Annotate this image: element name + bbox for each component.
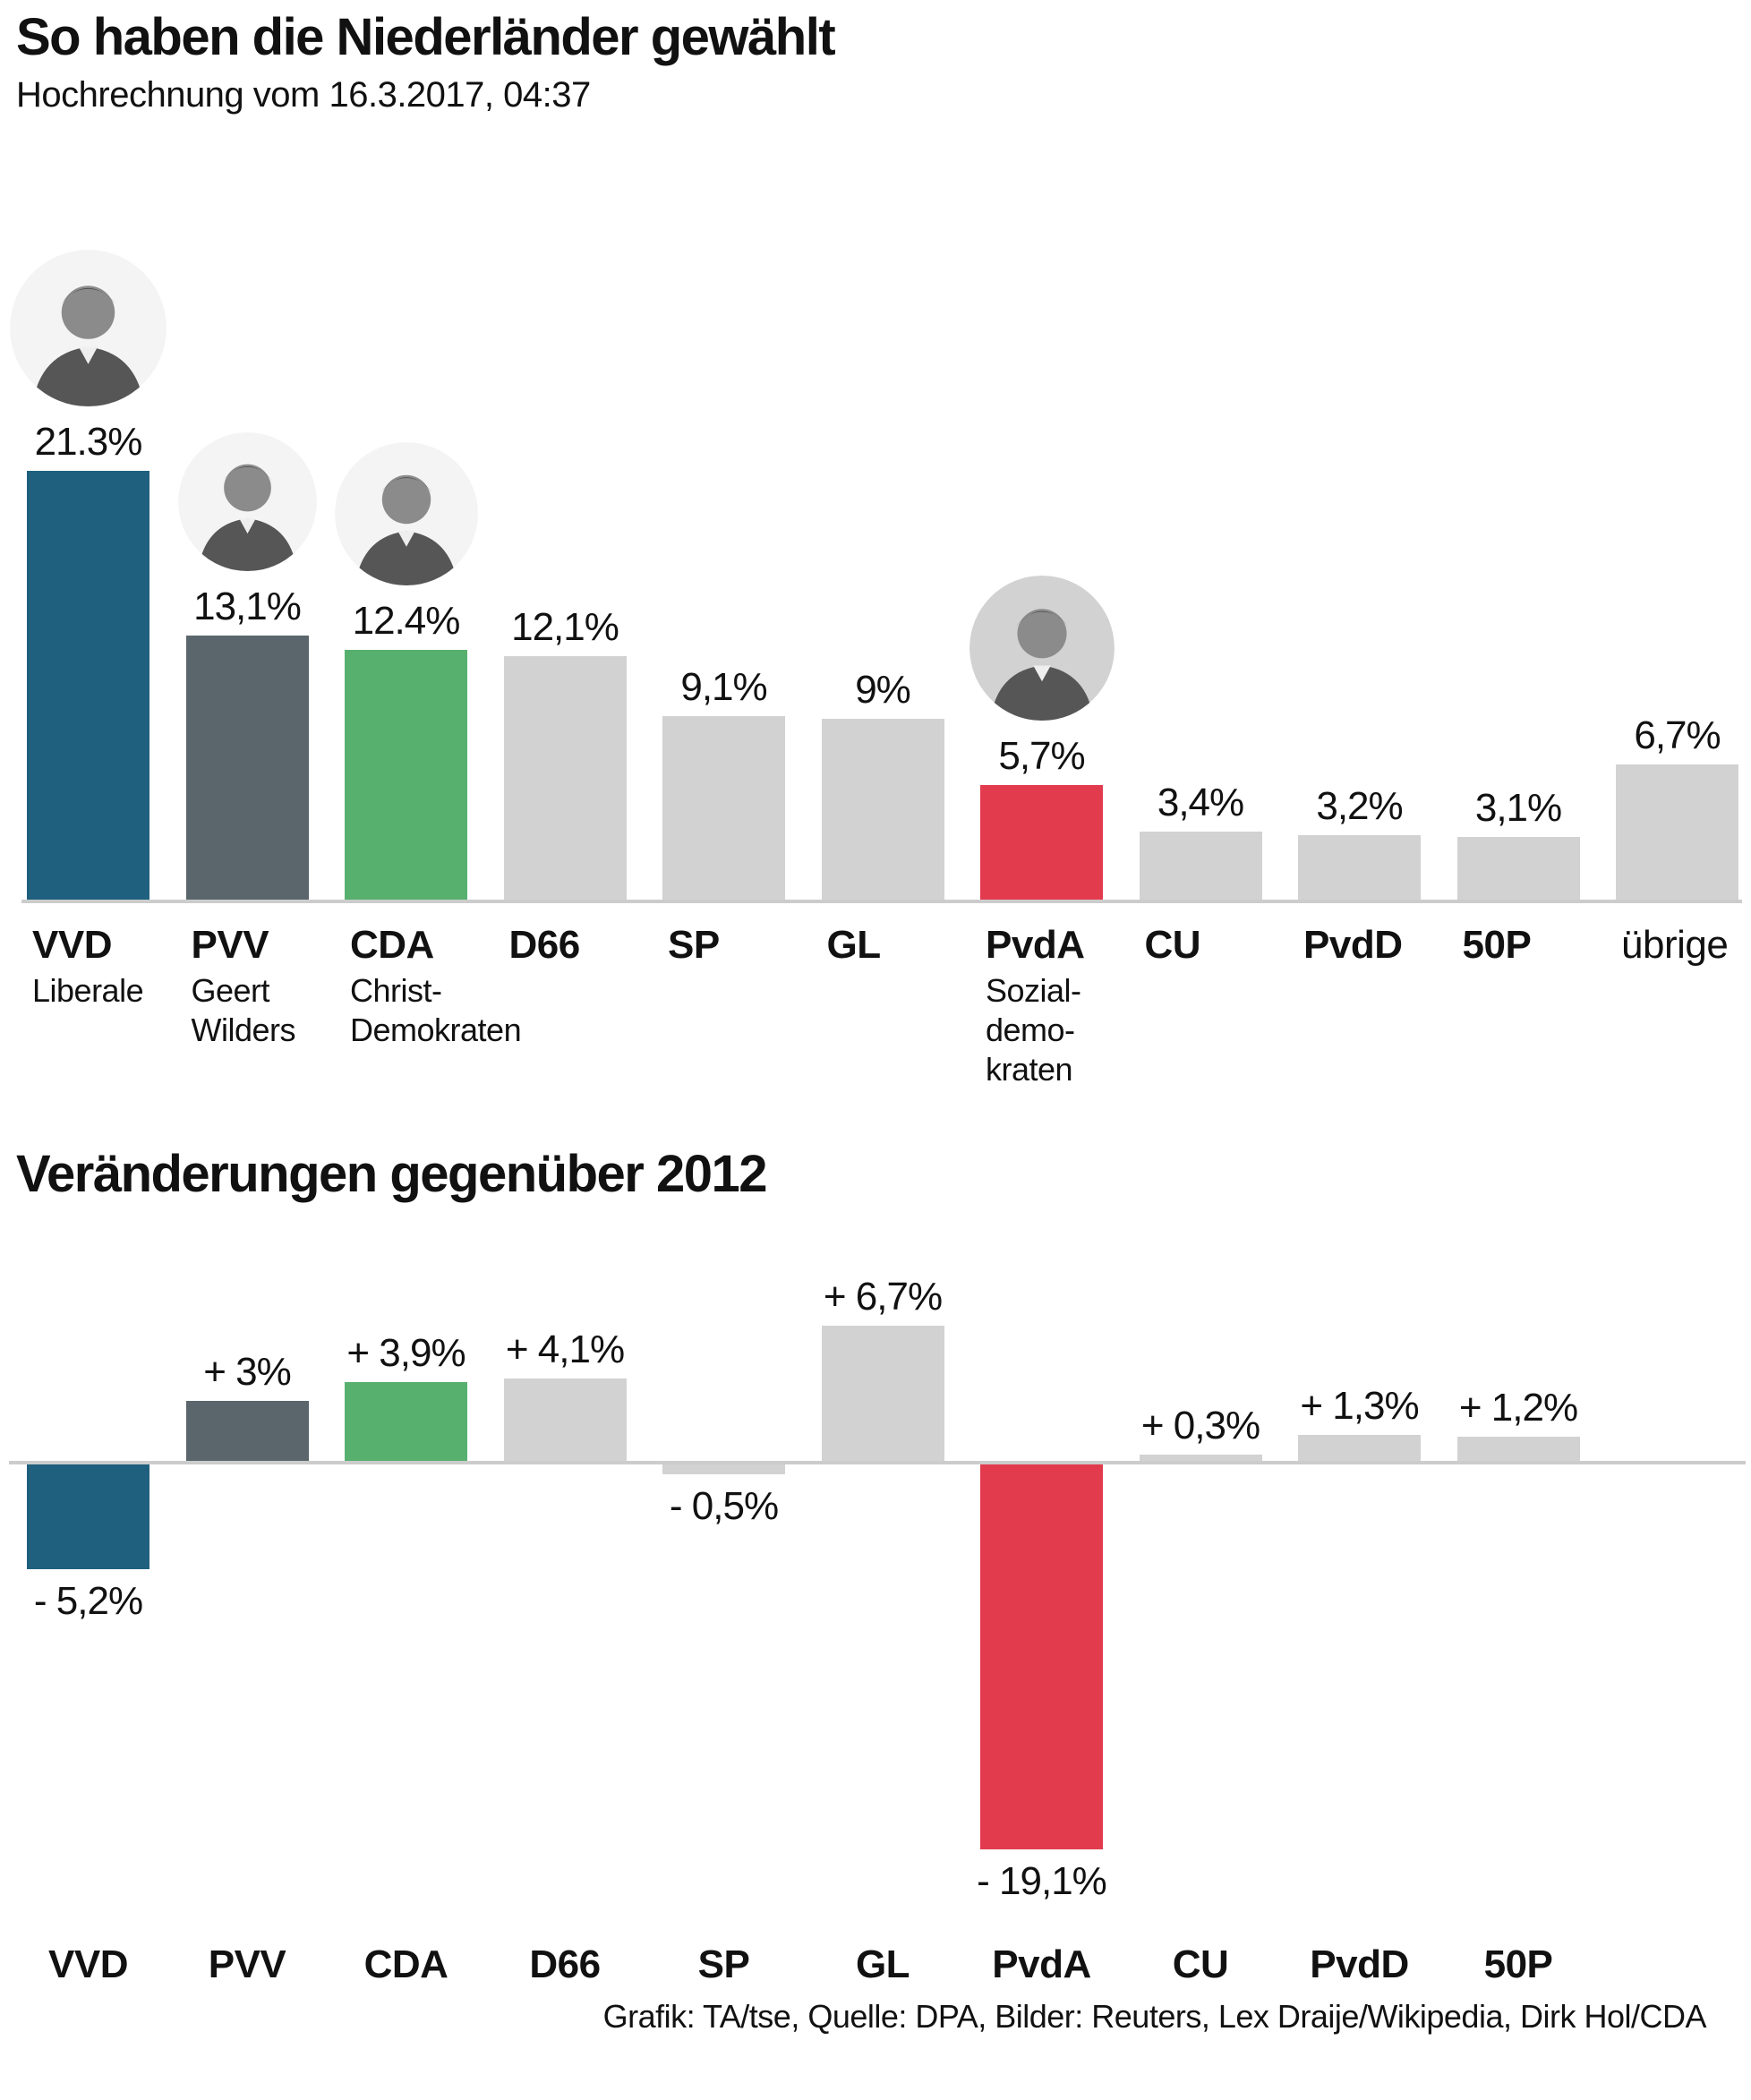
party-label-PvdD: PvdD — [1303, 923, 1403, 967]
x-axis-label-VVD: VVD — [48, 1942, 128, 1986]
x-axis-label-50P: 50P — [1483, 1942, 1553, 1986]
value-label-GL: 9% — [855, 667, 911, 712]
change-bar-CDA — [345, 1382, 467, 1461]
bar-VVD — [27, 470, 149, 900]
bar-CDA — [345, 650, 467, 900]
value-label-PVV: 13,1% — [193, 585, 302, 629]
party-label-GL: GL — [826, 923, 882, 967]
party-label-PvdA: PvdA — [986, 923, 1085, 967]
value-label-SP: 9,1% — [680, 665, 767, 710]
party-label-D66: D66 — [508, 923, 581, 967]
change-bar-D66 — [503, 1378, 627, 1461]
change-bar-VVD — [27, 1464, 149, 1569]
portrait-photo-VVD — [10, 249, 167, 406]
value-label-VVD: 21.3% — [34, 419, 143, 464]
party-sublabel-PvdA: demo- — [986, 1012, 1075, 1048]
credit-line: Grafik: TA/tse, Quelle: DPA, Bilder: Reu… — [602, 1998, 1707, 2035]
change-bar-SP — [662, 1464, 785, 1475]
page-title: So haben die Niederländer gewählt — [16, 8, 836, 66]
changes-bar-chart: - 5,2% VVD + 3% PVV + 3,9% CDA + 4,1% D66 - 0,5%… — [0, 1275, 1751, 2005]
value-label-übrige: 6,7% — [1634, 713, 1721, 758]
portrait-photo-PvdA — [969, 575, 1115, 721]
change-value-label-PVV: + 3% — [203, 1349, 292, 1394]
bar-CU — [1139, 831, 1262, 900]
change-value-label-SP: - 0,5% — [669, 1484, 779, 1529]
change-value-label-PvdD: + 1,3% — [1300, 1383, 1419, 1428]
x-axis-baseline — [21, 900, 1742, 903]
x-axis-label-GL: GL — [855, 1942, 910, 1986]
x-axis-label-PvdA: PvdA — [992, 1942, 1091, 1986]
change-bar-PVV — [185, 1400, 309, 1461]
change-value-label-GL: + 6,7% — [823, 1275, 943, 1319]
value-label-PvdD: 3,2% — [1316, 784, 1403, 828]
party-label-SP: SP — [668, 923, 720, 967]
change-bar-50P — [1456, 1437, 1580, 1461]
bar-D66 — [503, 655, 627, 900]
change-value-label-VVD: - 5,2% — [33, 1579, 143, 1623]
party-label-übrige: übrige — [1621, 923, 1729, 967]
value-label-D66: 12,1% — [511, 604, 619, 649]
x-axis-label-PVV: PVV — [208, 1942, 286, 1986]
party-sublabel-CDA: Demokraten — [350, 1012, 522, 1048]
x-axis-label-PvdD: PvdD — [1310, 1942, 1409, 1986]
change-value-label-CU: + 0,3% — [1140, 1404, 1260, 1448]
x-axis-label-CU: CU — [1172, 1942, 1229, 1986]
bar-GL — [821, 718, 944, 900]
party-label-CU: CU — [1144, 923, 1201, 967]
party-sublabel-PvdA: Sozial- — [986, 972, 1081, 1009]
page-subtitle: Hochrechnung vom 16.3.2017, 04:37 — [16, 75, 591, 115]
zero-axis-baseline — [9, 1461, 1746, 1464]
section-title: Veränderungen gegenüber 2012 — [16, 1145, 767, 1203]
results-bar-chart: 21.3% VVD Liberale 13,1% PVV Geert Wilders 12.4… — [0, 152, 1751, 1146]
portrait-photo-PVV — [177, 432, 317, 572]
party-sublabel-PVV: Geert — [191, 972, 270, 1009]
value-label-CDA: 12.4% — [352, 599, 461, 643]
party-sublabel-PvdA: kraten — [986, 1051, 1073, 1088]
portrait-photo-CDA — [334, 442, 478, 585]
party-sublabel-VVD: Liberale — [32, 972, 144, 1009]
bar-PVV — [185, 636, 309, 900]
change-value-label-CDA: + 3,9% — [346, 1331, 466, 1376]
value-label-PvdA: 5,7% — [998, 733, 1085, 778]
change-value-label-PvdA: - 19,1% — [977, 1858, 1107, 1903]
change-bar-PvdA — [980, 1464, 1103, 1849]
change-bar-PvdD — [1298, 1434, 1421, 1461]
change-bar-GL — [821, 1326, 944, 1461]
bar-50P — [1456, 837, 1580, 900]
bar-PvdD — [1298, 835, 1421, 900]
party-sublabel-CDA: Christ- — [350, 972, 442, 1009]
bar-PvdA — [980, 784, 1103, 900]
x-axis-label-SP: SP — [697, 1942, 750, 1986]
change-value-label-D66: + 4,1% — [505, 1327, 625, 1371]
bar-SP — [662, 716, 785, 900]
change-bar-CU — [1139, 1455, 1262, 1461]
party-label-VVD: VVD — [32, 923, 112, 967]
x-axis-label-CDA: CDA — [363, 1942, 448, 1986]
value-label-50P: 3,1% — [1474, 786, 1562, 831]
party-sublabel-PVV: Wilders — [191, 1012, 296, 1048]
party-label-PVV: PVV — [191, 923, 269, 967]
party-label-50P: 50P — [1462, 923, 1532, 967]
x-axis-label-D66: D66 — [529, 1942, 601, 1986]
change-value-label-50P: + 1,2% — [1458, 1386, 1578, 1430]
value-label-CU: 3,4% — [1157, 780, 1244, 824]
party-label-CDA: CDA — [350, 923, 434, 967]
bar-übrige — [1616, 764, 1738, 900]
